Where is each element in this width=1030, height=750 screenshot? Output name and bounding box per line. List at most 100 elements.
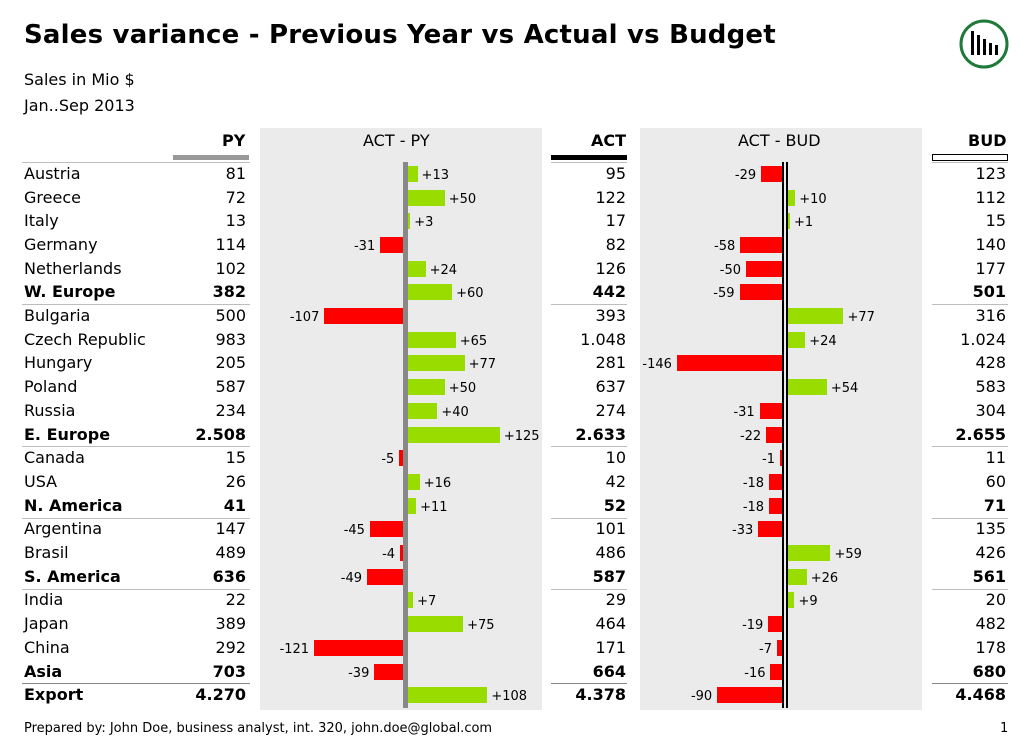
row-name: India <box>24 590 64 610</box>
act-py-label: +16 <box>423 475 452 491</box>
act-value: 4.378 <box>575 685 626 705</box>
act-value: 1.048 <box>580 329 626 349</box>
bud-value: 112 <box>975 187 1006 207</box>
bud-value: 71 <box>983 495 1006 515</box>
bud-value: 60 <box>985 471 1006 491</box>
act-py-label: +60 <box>456 286 484 302</box>
act-bud-label: +54 <box>830 381 859 397</box>
act-bud-bar <box>788 379 827 396</box>
act-py-bar <box>408 284 453 301</box>
act-bud-label: -19 <box>742 618 764 634</box>
act-bud-bar <box>717 687 782 704</box>
act-py-label: +13 <box>421 167 449 183</box>
act-bud-bar <box>676 355 782 372</box>
act-value: 442 <box>592 282 626 302</box>
py-header: PY <box>222 131 246 150</box>
py-value: 147 <box>215 519 246 539</box>
act-py-label: +50 <box>448 381 477 397</box>
py-value: 15 <box>225 448 246 468</box>
py-value: 13 <box>225 211 246 231</box>
act-py-panel <box>260 128 542 710</box>
group-separator <box>551 304 627 306</box>
act-py-bar <box>399 450 403 467</box>
act-header: ACT <box>591 131 627 150</box>
group-separator <box>22 446 250 448</box>
bud-value: 482 <box>975 614 1006 634</box>
py-value: 205 <box>215 353 246 373</box>
group-separator <box>551 517 627 519</box>
row-name: Czech Republic <box>24 329 146 349</box>
act-bud-label: -146 <box>642 357 672 373</box>
act-value: 126 <box>595 258 626 278</box>
act-value: 2.633 <box>575 424 626 444</box>
act-bud-label: +59 <box>834 547 862 563</box>
act-py-label: -31 <box>353 238 376 254</box>
subtitle-period: Jan..Sep 2013 <box>24 96 135 115</box>
row-name: Brasil <box>24 543 69 563</box>
bud-value: 123 <box>975 163 1006 183</box>
act-value: 10 <box>605 448 626 468</box>
bud-value: 15 <box>985 211 1006 231</box>
py-value: 22 <box>225 590 246 610</box>
act-py-bar <box>408 260 426 277</box>
row-name: Germany <box>24 234 98 254</box>
bud-value: 20 <box>985 590 1006 610</box>
act-bud-bar <box>788 189 796 206</box>
act-bud-label: -22 <box>739 428 762 444</box>
act-value: 17 <box>605 211 626 231</box>
act-py-bar <box>324 308 403 325</box>
row-name: N. America <box>24 495 123 515</box>
py-value: 983 <box>215 329 246 349</box>
act-bud-label: -29 <box>734 167 757 183</box>
act-py-bar <box>408 355 465 372</box>
act-value: 587 <box>592 566 626 586</box>
act-py-label: -4 <box>382 547 396 563</box>
act-py-label: +7 <box>417 594 437 610</box>
act-py-label: +75 <box>467 618 495 634</box>
row-name: Russia <box>24 400 76 420</box>
row-name: Netherlands <box>24 258 122 278</box>
act-bud-label: -59 <box>713 286 735 302</box>
act-bud-label: -16 <box>744 665 766 681</box>
act-bud-label: +26 <box>810 570 839 586</box>
act-bud-label: -1 <box>762 452 775 468</box>
act-py-bar <box>408 473 420 490</box>
act-py-label: +77 <box>468 357 497 373</box>
act-py-label: -107 <box>289 310 320 326</box>
act-bud-label: +77 <box>847 310 875 326</box>
act-py-bar <box>314 639 403 656</box>
act-value: 274 <box>595 400 626 420</box>
act-py-bar <box>374 663 403 680</box>
py-value: 382 <box>212 282 246 302</box>
row-name: USA <box>24 471 58 491</box>
act-value: 95 <box>605 163 626 183</box>
act-py-bar <box>380 236 403 253</box>
act-py-label: -49 <box>340 570 362 586</box>
row-name: Bulgaria <box>24 306 91 326</box>
act-bud-label: -58 <box>714 238 736 254</box>
row-name: Japan <box>24 614 69 634</box>
act-bud-label: +24 <box>809 333 837 349</box>
py-value: 636 <box>212 566 246 586</box>
act-bud-label: +10 <box>799 191 827 207</box>
act-bud-bar <box>769 497 782 514</box>
act-bud-label: +1 <box>794 215 814 231</box>
act-py-bar <box>366 568 403 585</box>
bud-value: 11 <box>985 448 1006 468</box>
total-separator <box>22 683 250 685</box>
row-name: Poland <box>24 377 78 397</box>
row-name: Hungary <box>24 353 93 373</box>
act-value: 486 <box>595 543 626 563</box>
act-bud-label: -90 <box>690 689 713 705</box>
bud-value: 4.468 <box>955 685 1006 705</box>
py-value: 26 <box>225 471 246 491</box>
act-bud-bar <box>759 402 782 419</box>
row-name: Asia <box>24 661 63 681</box>
act-py-bar <box>369 521 403 538</box>
py-value: 81 <box>225 163 246 183</box>
act-value: 52 <box>603 495 626 515</box>
act-py-bar <box>408 331 456 348</box>
row-name: Italy <box>24 211 59 231</box>
group-separator <box>932 162 1008 163</box>
act-bud-axis-left <box>782 162 784 708</box>
